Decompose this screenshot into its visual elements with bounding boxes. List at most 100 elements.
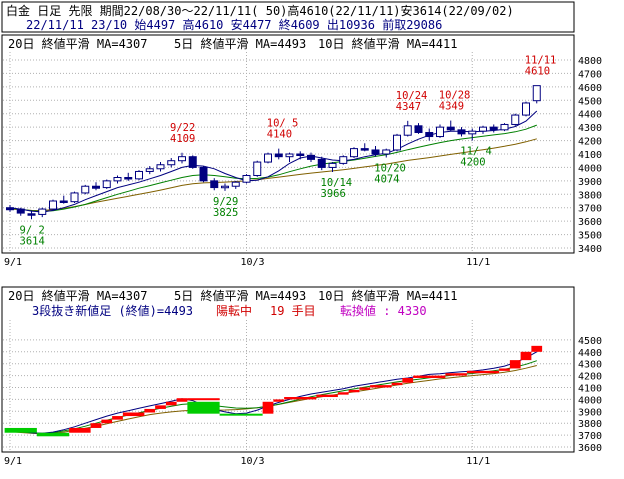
- y-tick-label: 3600: [578, 443, 602, 454]
- break-brick-up: [402, 377, 414, 383]
- x-tick-label: 9/1: [4, 257, 22, 268]
- candle-body: [360, 148, 369, 151]
- break-brick-down: [4, 427, 37, 433]
- break-brick-up: [466, 370, 500, 374]
- candle-body: [156, 164, 165, 170]
- candle-body: [199, 166, 208, 182]
- candle-body: [393, 134, 401, 151]
- y-tick-label: 4500: [578, 96, 602, 107]
- candle-body: [296, 153, 305, 156]
- candle-body: [414, 125, 423, 134]
- break-brick-up: [370, 385, 392, 388]
- break-status: 陽転中: [216, 303, 252, 318]
- candle-body: [403, 125, 412, 136]
- annotation-price: 4349: [439, 101, 464, 113]
- annotation-price: 3966: [321, 188, 346, 200]
- break-brick-up: [284, 397, 317, 400]
- y-tick-label: 3900: [578, 177, 602, 188]
- candle-body: [511, 114, 520, 125]
- x-tick-label: 11/1: [466, 456, 490, 467]
- candle-legend-ma20: 20日 終値平滑 MA=4307: [8, 36, 147, 51]
- annotation-date: 10/24: [396, 90, 428, 102]
- y-tick-label: 3600: [578, 217, 602, 228]
- candle-legend-ma5: 5日 終値平滑 MA=4493: [174, 36, 306, 51]
- candle-body: [479, 126, 487, 132]
- candle-body: [210, 180, 219, 189]
- candle-body: [382, 149, 391, 155]
- y-tick-label: 4300: [578, 123, 602, 134]
- break-brick-up: [69, 427, 91, 433]
- break-legend-ma10: 10日 終値平滑 MA=4411: [318, 288, 457, 303]
- annotation-date: 11/11: [525, 55, 557, 67]
- y-tick-label: 3800: [578, 419, 602, 430]
- break-brick-down: [36, 432, 70, 437]
- candle-body: [436, 126, 444, 138]
- candle-body: [167, 160, 176, 166]
- candle-body: [124, 177, 133, 180]
- candle-body: [328, 162, 337, 168]
- break-brick-up: [509, 360, 521, 369]
- break-brick-up: [391, 382, 403, 386]
- candle-body: [285, 153, 294, 158]
- break-brick-down: [187, 401, 220, 414]
- candle-body: [253, 161, 262, 176]
- y-tick-label: 4300: [578, 360, 602, 371]
- break-info-label: 3段抜き新値足 (終値)=4493: [32, 303, 193, 318]
- y-tick-label: 3500: [578, 231, 602, 242]
- candle-body: [178, 156, 186, 162]
- candle-body: [188, 156, 197, 168]
- break-legend-ma20: 20日 終値平滑 MA=4307: [8, 288, 147, 303]
- y-tick-label: 4200: [578, 372, 602, 383]
- candle-y-axis: 3400 3500 3600 3700 3800 3900 4000 4100 4200 4300…: [578, 56, 602, 255]
- candle-body: [59, 200, 68, 203]
- ma-line-ma10: [9, 124, 537, 213]
- annotation-date: 10/28: [439, 90, 471, 102]
- candle-body: [457, 129, 466, 135]
- break-brick-up: [144, 408, 156, 413]
- annotation-price: 3614: [20, 235, 45, 247]
- break-brick-up: [90, 423, 102, 428]
- y-tick-label: 4400: [578, 110, 602, 121]
- candle-body: [371, 149, 380, 155]
- candle-body: [446, 126, 455, 131]
- break-count: 19 手目: [270, 304, 316, 318]
- candle-panel-grid: [3, 52, 573, 253]
- annotation-price: 4109: [170, 133, 195, 145]
- header-line-2: 22/11/11 23/10 始4497 高4610 安4477 終4609 出…: [26, 17, 442, 32]
- annotation-date: 10/ 5: [267, 118, 299, 130]
- break-brick-up: [155, 405, 166, 409]
- break-panel-grid: [3, 320, 573, 452]
- candle-body: [135, 170, 143, 180]
- annotation-date: 9/22: [170, 122, 195, 134]
- annotation-date: 9/29: [213, 196, 238, 208]
- break-brick-up: [273, 399, 285, 402]
- y-tick-label: 4100: [578, 150, 602, 161]
- y-tick-label: 4400: [578, 348, 602, 359]
- annotation-price: 4347: [396, 101, 421, 113]
- y-tick-label: 4500: [578, 336, 602, 347]
- candle-body: [70, 192, 79, 203]
- break-brick-up: [112, 416, 123, 420]
- y-tick-label: 4000: [578, 395, 602, 406]
- y-tick-label: 3800: [578, 190, 602, 201]
- candle-body: [532, 85, 541, 102]
- y-tick-label: 4200: [578, 137, 602, 148]
- annotation-date: 11/ 4: [460, 146, 492, 158]
- candle-legend-ma10: 10日 終値平滑 MA=4411: [318, 36, 457, 51]
- y-tick-label: 3900: [578, 407, 602, 418]
- break-brick-up: [122, 412, 145, 417]
- ma-line-ma5: [9, 110, 538, 213]
- x-tick-label: 11/1: [466, 257, 490, 268]
- candlestick-series: [6, 85, 541, 220]
- candle-body: [242, 174, 251, 183]
- ma-line-ma5: [9, 351, 538, 434]
- y-tick-label: 3700: [578, 204, 602, 215]
- break-brick-up: [316, 394, 338, 398]
- y-tick-label: 4700: [578, 69, 602, 80]
- ma-line-ma20: [9, 138, 537, 212]
- candle-body: [113, 177, 122, 182]
- candle-body: [489, 126, 498, 131]
- y-tick-label: 4600: [578, 83, 602, 94]
- break-brick-up: [413, 375, 446, 378]
